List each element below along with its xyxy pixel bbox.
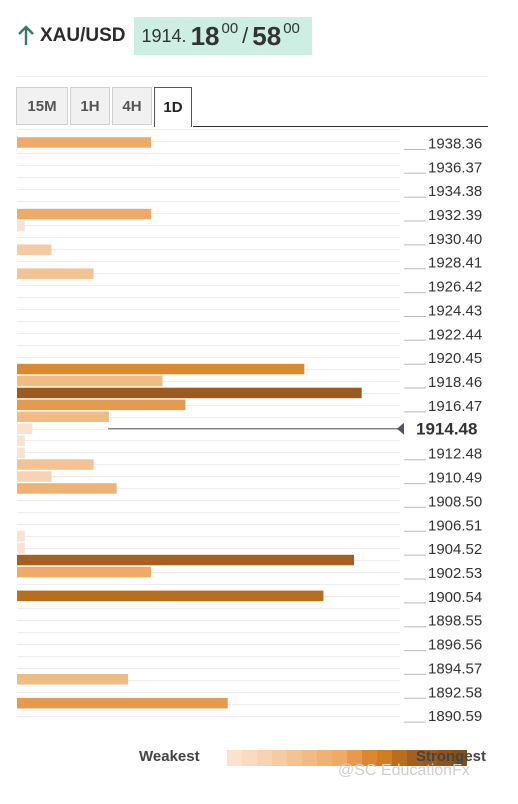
y-tick-label: 1934.38 (428, 183, 482, 200)
tab-15m[interactable]: 15M (16, 87, 68, 125)
current-price-marker-icon (397, 422, 404, 435)
strength-legend: Weakest Strongest (0, 740, 518, 774)
header-divider (16, 76, 488, 77)
ask-price-main: 58 (252, 20, 282, 51)
y-tick-label: 1928.41 (428, 255, 482, 272)
confluence-bar (17, 447, 25, 458)
y-tick-label: 1938.36 (428, 136, 482, 153)
timeframe-tabs: 15M 1H 4H 1D (16, 87, 194, 127)
tab-1h[interactable]: 1H (70, 87, 110, 125)
y-tick-label: 1924.43 (428, 303, 482, 320)
legend-swatch (437, 750, 452, 766)
y-tick-label: 1936.37 (428, 159, 482, 176)
legend-swatch (227, 750, 242, 766)
ask-price-fraction: 00 (283, 19, 300, 37)
legend-swatch (272, 750, 287, 766)
confluence-bar (17, 220, 25, 232)
y-tick-label: 1920.45 (428, 350, 482, 367)
y-tick-label: 1900.54 (428, 589, 482, 606)
y-tick-label: 1912.48 (428, 446, 482, 463)
y-tick-label: 1894.57 (428, 660, 482, 677)
legend-swatch (257, 750, 272, 766)
bid-price-fraction: 00 (221, 19, 239, 37)
confluence-bar (17, 244, 52, 255)
legend-swatch (407, 750, 422, 766)
confluence-bar (17, 483, 117, 494)
y-tick-label: 1890.59 (428, 708, 482, 725)
confluence-bar (17, 674, 129, 685)
y-tick-label: 1902.53 (428, 565, 482, 582)
confluence-bar (17, 137, 152, 148)
legend-strongest-label: Strongest (416, 748, 487, 765)
confluence-bar (17, 590, 324, 602)
arrow-up-icon (16, 24, 36, 48)
legend-weakest-label: Weakest (139, 748, 200, 765)
tab-1d[interactable]: 1D (154, 87, 192, 127)
y-tick-label: 1906.51 (428, 517, 482, 534)
confluence-bar (17, 435, 25, 446)
price-separator: / (242, 23, 249, 48)
confluence-bar (17, 471, 52, 482)
confluence-bar (17, 566, 152, 578)
y-tick-label: 1918.46 (428, 374, 482, 391)
confluence-chart: 1938.36 1936.37 1934.38 1932.39 1930.40 1928.… (17, 129, 482, 725)
tab-4h[interactable]: 4H (112, 87, 152, 125)
legend-swatch (362, 750, 377, 766)
y-tick-label: 1892.58 (428, 684, 482, 701)
price-base: 1914. (141, 25, 187, 46)
y-tick-label: 1930.40 (428, 231, 482, 248)
y-tick-label: 1898.55 (428, 613, 482, 630)
legend-swatch (287, 750, 302, 766)
tab-underline (193, 126, 488, 127)
confluence-bar (17, 530, 25, 542)
y-tick-label: 1904.52 (428, 541, 482, 558)
instrument-symbol: XAU/USD (40, 25, 126, 46)
confluence-bar (17, 208, 152, 220)
legend-swatch (347, 750, 362, 766)
confluence-bar (17, 411, 109, 422)
y-tick-label: 1922.44 (428, 326, 482, 343)
current-price-label: 1914.48 (416, 420, 477, 439)
confluence-bar (17, 387, 362, 399)
legend-swatch (302, 750, 317, 766)
bid-price-main: 18 (190, 20, 220, 51)
y-tick-label: 1932.39 (428, 207, 482, 224)
y-tick-label: 1916.47 (428, 398, 482, 415)
confluence-bar (17, 697, 228, 709)
watermark: @SC EducationFx (338, 762, 470, 779)
confluence-bar (17, 554, 354, 566)
legend-swatch (242, 750, 257, 766)
confluence-bar (17, 363, 305, 375)
confluence-bar (17, 375, 163, 387)
confluence-bar (17, 399, 186, 411)
confluence-bar (17, 459, 94, 470)
legend-swatch (452, 750, 467, 766)
price-box: 1914. 18 00 / 58 00 (133, 17, 312, 55)
y-tick-label: 1926.42 (428, 279, 482, 296)
confluence-bar (17, 268, 94, 279)
y-tick-label: 1896.56 (428, 637, 482, 654)
legend-swatch (377, 750, 392, 766)
confluence-bar (17, 423, 33, 434)
legend-color-scale (227, 750, 467, 766)
legend-swatch (422, 750, 437, 766)
y-tick-label: 1910.49 (428, 470, 482, 487)
legend-swatch (332, 750, 347, 766)
legend-swatch (392, 750, 407, 766)
confluence-bar (17, 542, 25, 554)
legend-swatch (317, 750, 332, 766)
y-tick-label: 1908.50 (428, 493, 482, 510)
instrument-header: XAU/USD 1914. 18 00 / 58 00 (16, 16, 312, 56)
